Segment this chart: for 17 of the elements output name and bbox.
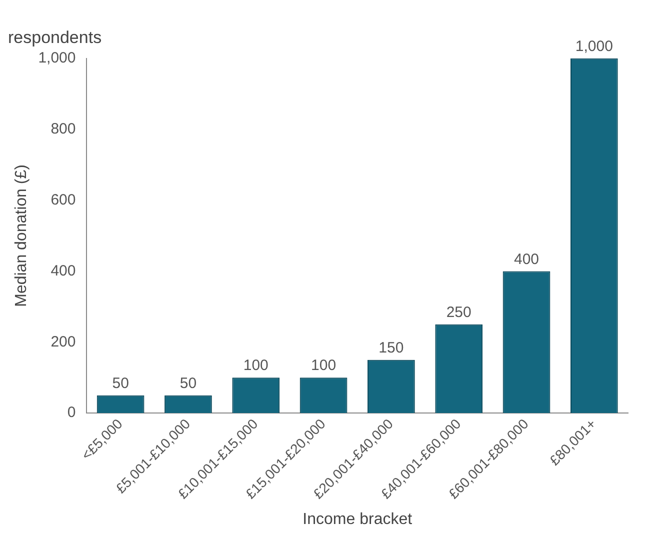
x-axis-title: Income bracket xyxy=(302,510,413,528)
data-label: 150 xyxy=(378,340,404,356)
data-label: 250 xyxy=(446,304,472,322)
y-tick-label: 800 xyxy=(50,120,76,138)
y-tick-label: 0 xyxy=(67,404,76,422)
data-label: 100 xyxy=(311,357,336,374)
data-label: 1,000 xyxy=(575,38,613,56)
chart-title: respondents xyxy=(8,28,102,47)
y-tick-label: 1,000 xyxy=(38,50,76,67)
data-label: 50 xyxy=(180,374,197,392)
y-axis-title: Median donation (£) xyxy=(13,164,30,307)
data-label: 50 xyxy=(112,374,129,392)
y-tick-label: 400 xyxy=(50,262,76,280)
y-tick-label: 600 xyxy=(50,191,76,208)
data-label: 400 xyxy=(514,250,540,268)
data-label: 100 xyxy=(243,357,268,374)
y-tick-label: 200 xyxy=(50,333,76,350)
